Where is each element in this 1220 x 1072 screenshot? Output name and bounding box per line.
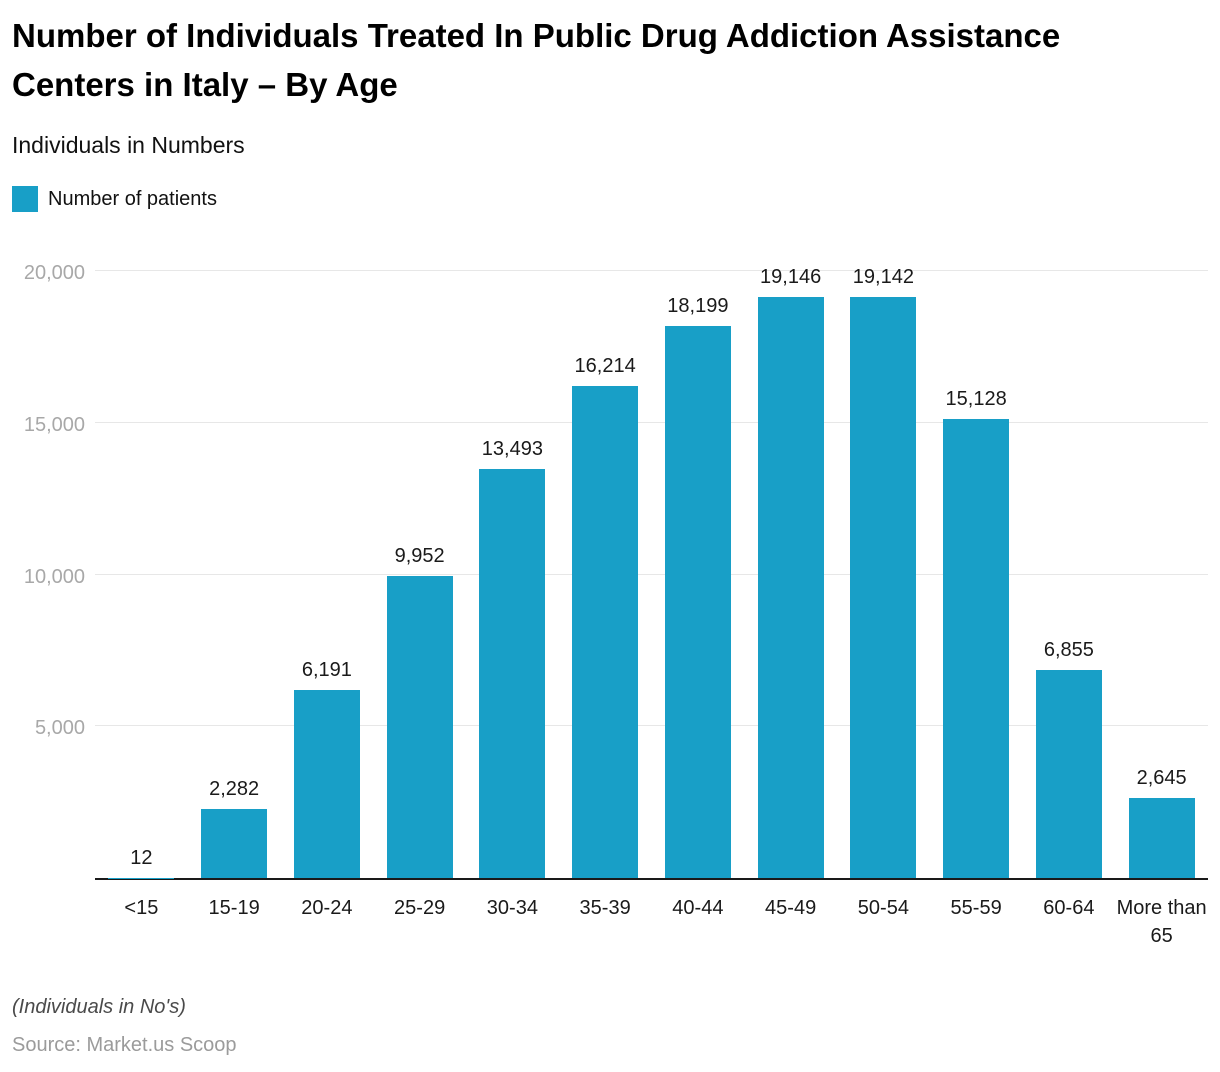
bars-container: 12 2,282 6,191 9,952 13,493 16,214 18,199 19,14… — [95, 266, 1208, 878]
bar-value-label: 2,282 — [209, 777, 260, 800]
bar-value-label: 6,855 — [1043, 638, 1094, 661]
bar[interactable] — [757, 296, 824, 878]
bar[interactable] — [572, 385, 639, 878]
source-credit: Source: Market.us Scoop — [12, 1034, 237, 1056]
chart-subtitle: Individuals in Numbers — [12, 132, 245, 158]
x-axis-label: 40-44 — [672, 897, 724, 919]
y-axis-tick-label: 5,000 — [34, 717, 85, 740]
bar[interactable] — [943, 418, 1010, 878]
legend-label: Number of patients — [48, 187, 217, 210]
y-axis-tick-label: 20,000 — [23, 262, 85, 284]
x-axis-label: 50-54 — [857, 897, 909, 919]
bar-column: 9,952 — [373, 273, 466, 878]
x-axis-label: 25-29 — [394, 897, 446, 919]
bar-column: 15,128 — [930, 273, 1023, 878]
legend-swatch-icon — [12, 186, 38, 212]
chart-title: Number of Individuals Treated In Public … — [12, 17, 1061, 103]
bar[interactable] — [1035, 669, 1102, 878]
x-axis-label: 15-19 — [208, 897, 260, 919]
x-axis-label: 45-49 — [765, 897, 817, 919]
bar[interactable] — [201, 808, 268, 878]
bar-column: 19,146 — [744, 266, 837, 878]
plot-area: 12 2,282 6,191 9,952 13,493 16,214 18,199 19,14… — [95, 266, 1208, 880]
bar-column: 12 — [95, 273, 188, 878]
bar-value-label: 15,128 — [945, 387, 1007, 410]
bar-value-label: 16,214 — [574, 354, 636, 377]
gridline — [95, 573, 1208, 575]
bar-column: 16,214 — [559, 273, 652, 878]
gridline — [95, 270, 1208, 271]
bar-value-label: 12 — [130, 846, 153, 869]
x-axis: <15 15-19 20-24 25-29 30-34 35-39 40-44 45-49 50… — [95, 894, 1208, 950]
bar-column: 13,493 — [466, 273, 559, 878]
bar[interactable] — [1128, 797, 1195, 878]
bar-column: 18,199 — [652, 273, 745, 878]
bar-value-label: 19,146 — [760, 265, 822, 288]
bar-value-label: 9,952 — [394, 544, 445, 567]
bar-column: 19,142 — [837, 266, 930, 878]
y-axis-tick-label: 10,000 — [23, 565, 85, 588]
bar-column: 2,282 — [188, 273, 281, 878]
bar-value-label: 13,493 — [481, 437, 543, 460]
footnote: (Individuals in No's) — [12, 996, 186, 1018]
x-axis-label: More than 65 — [1116, 897, 1207, 947]
x-axis-label: 35-39 — [579, 897, 631, 919]
bar-column: 6,191 — [281, 273, 374, 878]
bar[interactable] — [293, 690, 360, 878]
bar[interactable] — [386, 575, 453, 878]
x-axis-label: <15 — [124, 897, 159, 919]
x-axis-label: 30-34 — [486, 897, 538, 919]
y-axis-tick-label: 15,000 — [23, 413, 85, 436]
bar[interactable] — [850, 297, 917, 878]
y-axis: 5,000 10,000 15,000 20,000 — [0, 262, 85, 880]
x-axis-label: 55-59 — [950, 897, 1002, 919]
bar-value-label: 18,199 — [667, 294, 729, 317]
legend-item[interactable]: Number of patients — [12, 186, 217, 212]
bar[interactable] — [664, 325, 731, 878]
gridline — [95, 421, 1208, 423]
bar-value-label: 2,645 — [1136, 766, 1187, 789]
gridline — [95, 725, 1208, 727]
x-axis-label: 60-64 — [1043, 897, 1095, 919]
bar[interactable] — [479, 468, 546, 878]
bar-value-label: 6,191 — [301, 659, 352, 682]
bar-column: 6,855 — [1023, 273, 1116, 878]
bar-column: 2,645 — [1115, 273, 1208, 878]
x-axis-label: 20-24 — [301, 897, 353, 919]
bar-value-label: 19,142 — [852, 266, 914, 289]
